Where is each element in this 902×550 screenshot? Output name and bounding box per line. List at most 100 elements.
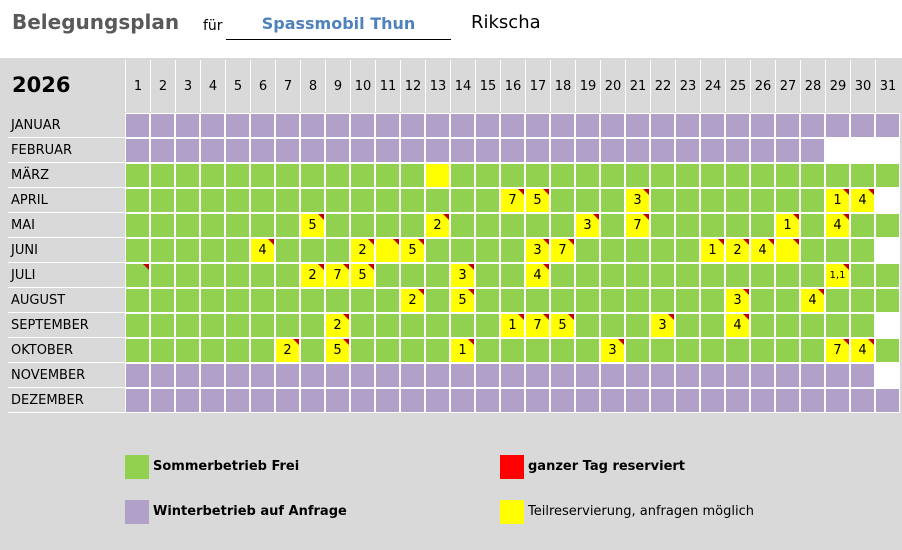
day-cell: [225, 238, 250, 263]
day-cell: 2: [325, 313, 350, 338]
day-cell: [525, 113, 550, 138]
day-cell: [250, 313, 275, 338]
day-header: 21: [625, 60, 650, 112]
cell-text: 5: [308, 218, 317, 233]
day-cell: [175, 263, 200, 288]
cell-text: 4: [733, 318, 742, 333]
day-cell: [300, 363, 325, 388]
day-cell: [750, 263, 775, 288]
comment-marker: [518, 189, 524, 195]
day-cell: [125, 388, 150, 413]
day-cell: [175, 188, 200, 213]
day-cell: [300, 113, 325, 138]
day-header: 10: [350, 60, 375, 112]
day-cell: [125, 138, 150, 163]
day-cell: 1: [825, 188, 850, 213]
day-cell: [650, 363, 675, 388]
day-cell: [550, 213, 575, 238]
day-cell: [650, 213, 675, 238]
day-cell: 3: [450, 263, 475, 288]
comment-marker: [318, 214, 324, 220]
day-cell: [250, 388, 275, 413]
day-cell: [375, 363, 400, 388]
day-cell: [375, 338, 400, 363]
day-cell: [325, 138, 350, 163]
cell-text: 5: [358, 268, 367, 283]
day-cell: [575, 263, 600, 288]
legend-label: Teilreservierung, anfragen möglich: [528, 504, 754, 519]
day-cell: [700, 313, 725, 338]
cell-text: 4: [833, 218, 842, 233]
day-cell: [700, 363, 725, 388]
day-cell: [250, 363, 275, 388]
day-cell: [150, 363, 175, 388]
day-cell: [200, 163, 225, 188]
day-cell: [650, 163, 675, 188]
day-cell: 1: [700, 238, 725, 263]
day-cell: 5: [300, 213, 325, 238]
day-cell: [800, 138, 825, 163]
day-cell: [825, 288, 850, 313]
day-cell: [675, 238, 700, 263]
day-cell: [350, 363, 375, 388]
day-cell: [625, 313, 650, 338]
day-cell: [325, 113, 350, 138]
day-cell: [575, 138, 600, 163]
day-header: 6: [250, 60, 275, 112]
day-cell: [700, 188, 725, 213]
day-cell: [875, 263, 900, 288]
day-cell: [350, 338, 375, 363]
legend-swatch: [125, 455, 149, 479]
day-cell: [475, 163, 500, 188]
day-cell: [475, 288, 500, 313]
day-cell: 2: [300, 263, 325, 288]
day-cell: [825, 163, 850, 188]
day-cell: [675, 288, 700, 313]
day-cell: [125, 338, 150, 363]
day-cell: [850, 313, 875, 338]
day-cell: [125, 188, 150, 213]
day-cell: [150, 338, 175, 363]
cell-text: 1: [708, 243, 717, 258]
day-cell: [325, 238, 350, 263]
day-cell: [450, 113, 475, 138]
day-header: 18: [550, 60, 575, 112]
day-header: 2: [150, 60, 175, 112]
day-cell: [125, 213, 150, 238]
day-cell: [375, 263, 400, 288]
for-label: für: [203, 18, 223, 34]
cell-text: 5: [558, 318, 567, 333]
day-cell: [675, 138, 700, 163]
day-cell: [575, 338, 600, 363]
day-cell: [800, 388, 825, 413]
day-cell: [775, 238, 800, 263]
day-cell: [500, 213, 525, 238]
day-cell: [650, 388, 675, 413]
day-cell: [650, 138, 675, 163]
day-header: 20: [600, 60, 625, 112]
day-cell: [225, 263, 250, 288]
day-cell: 3: [600, 338, 625, 363]
day-cell: [150, 313, 175, 338]
day-cell: [300, 188, 325, 213]
day-cell: [225, 288, 250, 313]
day-cell: [875, 388, 900, 413]
day-cell: [350, 138, 375, 163]
day-cell: [125, 238, 150, 263]
cell-text: 1: [508, 318, 517, 333]
comment-marker: [468, 289, 474, 295]
day-cell: 2: [350, 238, 375, 263]
day-header: 11: [375, 60, 400, 112]
day-cell: [225, 338, 250, 363]
day-cell: [725, 213, 750, 238]
day-cell: [775, 338, 800, 363]
day-cell: [350, 388, 375, 413]
day-cell: 5: [450, 288, 475, 313]
day-cell: [600, 163, 625, 188]
day-cell: [800, 363, 825, 388]
day-cell: [775, 163, 800, 188]
day-cell: [275, 138, 300, 163]
day-cell: 2: [400, 288, 425, 313]
day-cell: [525, 163, 550, 188]
day-cell: [600, 388, 625, 413]
